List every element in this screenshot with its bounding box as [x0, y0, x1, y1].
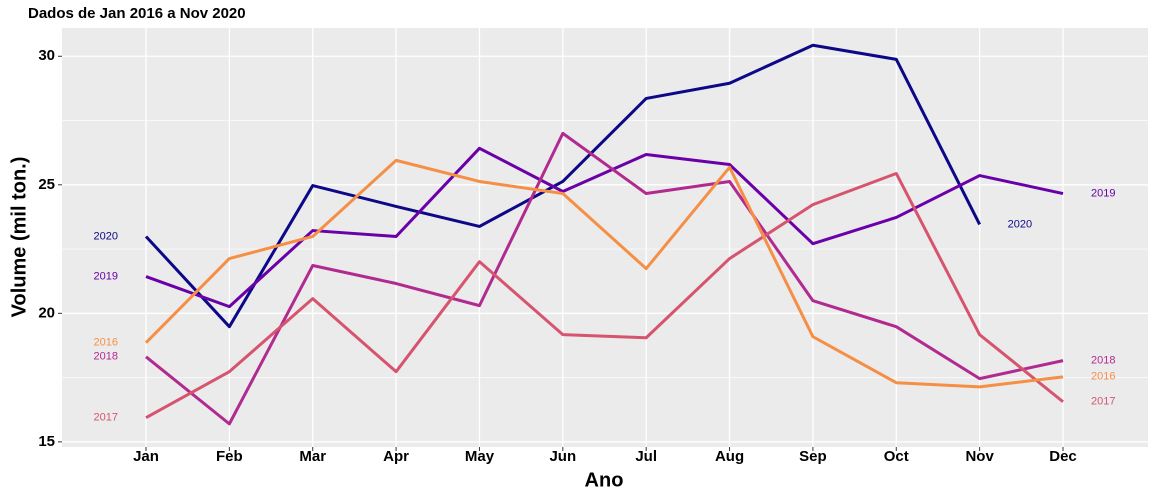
series-label-end: 2019 [1091, 187, 1115, 199]
x-tick-label: Jul [635, 448, 657, 465]
series-label-start: 2020 [94, 230, 118, 242]
series-label-start: 2019 [94, 270, 118, 282]
series-line [144, 158, 1064, 389]
x-tick-label: Feb [216, 448, 243, 465]
x-tick-label: Sep [799, 448, 827, 465]
x-tick-label: Dec [1049, 448, 1077, 465]
grid: 15 20 25 30 Jan Feb Mar Apr May Jun Jul Aug Sep Oct No… [38, 28, 1148, 465]
plot-panel [62, 28, 1148, 447]
y-tick-label: 20 [38, 304, 55, 321]
series-label-start: 2018 [94, 351, 118, 363]
y-tick-label: 25 [38, 176, 55, 193]
y-axis-label: Volume (mil ton.) [8, 157, 30, 318]
series-line [144, 43, 981, 329]
series-line [145, 171, 1064, 420]
x-tick-label: Jan [133, 448, 159, 465]
x-tick-label: Nov [965, 448, 994, 465]
series-line [145, 131, 1064, 426]
marks: 2020 2020 2019 2019 2018 2018 2017 2017 2016 2016 [94, 43, 1115, 426]
series-label-end: 2017 [1091, 396, 1115, 408]
y-tick-label: 15 [38, 433, 55, 450]
series-line [145, 146, 1064, 309]
series-label-start: 2017 [94, 412, 118, 424]
x-tick-label: Mar [299, 448, 326, 465]
x-tick-label: Jun [549, 448, 576, 465]
chart-title: Dados de Jan 2016 a Nov 2020 [28, 5, 246, 22]
x-axis-label: Ano [585, 469, 624, 491]
series-label-end: 2020 [1008, 218, 1032, 230]
series-label-end: 2018 [1091, 355, 1115, 367]
x-tick-label: Oct [884, 448, 909, 465]
series-label-start: 2016 [94, 337, 118, 349]
x-tick-label: Aug [715, 448, 744, 465]
y-tick-label: 30 [38, 47, 55, 64]
series-label-end: 2016 [1091, 371, 1115, 383]
x-tick-label: Apr [383, 448, 409, 465]
x-tick-label: May [465, 448, 495, 465]
